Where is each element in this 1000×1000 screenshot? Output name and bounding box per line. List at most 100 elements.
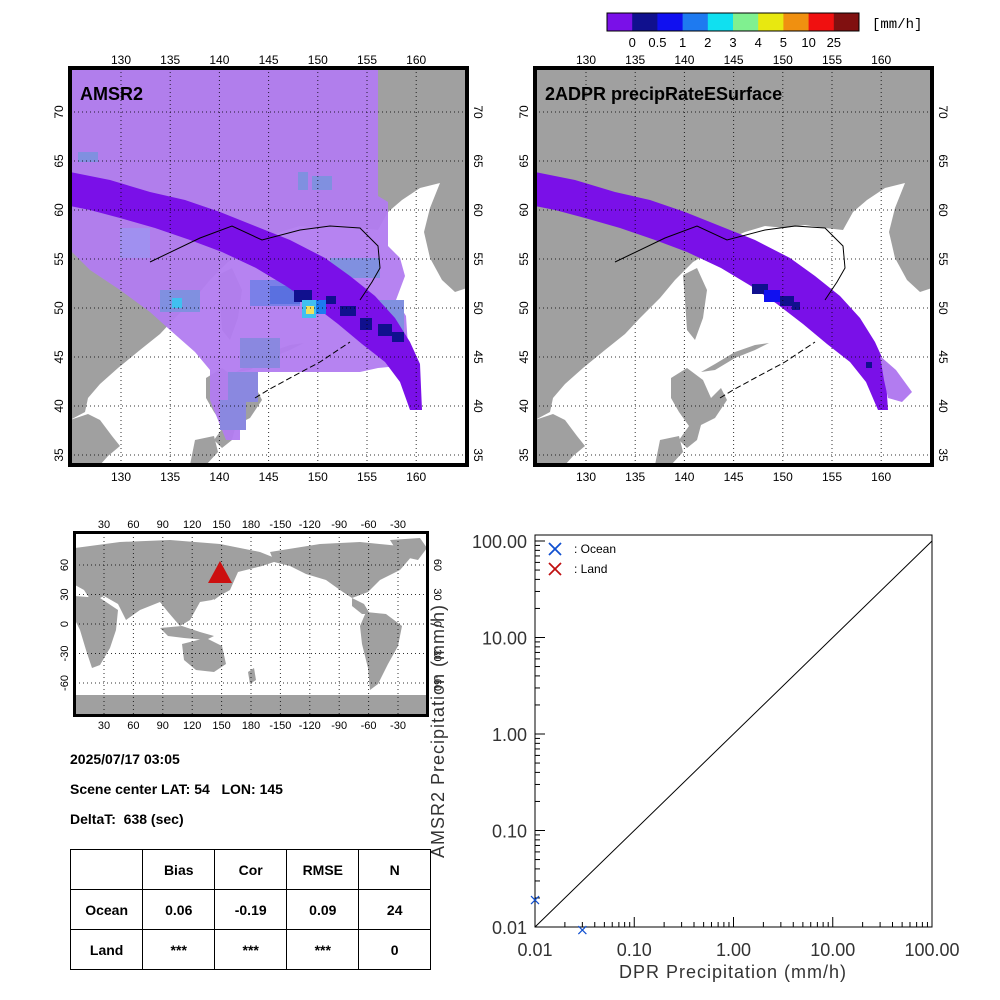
lon-tick-label: 140 [209,53,229,67]
header-cell: RMSE [286,849,360,890]
swath-rain-cells [294,290,404,342]
lon-tick-label: 155 [822,470,842,484]
lat-tick-label: -30 [59,646,71,662]
colorbar-label: 5 [780,35,787,50]
lat-tick-label: 70 [936,105,950,119]
rmse-cell: 0.09 [286,889,360,930]
lon-tick-label: 155 [357,53,377,67]
lon-tick-label: -90 [331,720,347,732]
dpr-map: 2ADPR precipRateESurface 130 130 135 135 140… [517,53,950,484]
lat-tick-label: 60 [52,203,66,217]
lon-tick-label: 30 [98,519,110,531]
legend-label: : Land [574,562,607,576]
lat-tick-label: 40 [471,399,485,413]
dpr-map-title: 2ADPR precipRateESurface [545,84,782,104]
land-masses [535,68,932,465]
stats-row-ocean: Ocean 0.06 -0.19 0.09 24 [69,889,431,930]
lat-tick-label: 40 [52,399,66,413]
lat-tick-label: 60 [936,203,950,217]
row-label: Land [69,929,144,970]
lat-tick-label: 50 [471,301,485,315]
lon-tick-label: 30 [98,720,110,732]
lon-tick-label: 145 [259,53,279,67]
legend-marker-stroke [548,542,562,556]
lat-tick-label: 0 [431,621,443,627]
lat-tick-label: 35 [517,448,531,462]
lat-tick-label: 55 [471,252,485,266]
lon-tick-label: -90 [331,519,347,531]
lon-tick-label: 60 [127,519,139,531]
scene-datetime: 2025/07/17 03:05 [70,751,180,767]
lat-tick-label: 65 [471,154,485,168]
scene-deltat: DeltaT: 638 (sec) [70,811,184,827]
lon-tick-label: 130 [576,53,596,67]
lon-tick-label: 135 [625,470,645,484]
scatter-point-stroke [530,895,540,905]
lat-tick-label: 45 [517,350,531,364]
lon-tick-label: 90 [157,519,169,531]
lon-tick-label: -150 [269,519,291,531]
colorbar-cell [808,13,835,31]
lat-tick-label: 60 [431,559,443,571]
lon-tick-label: 60 [127,720,139,732]
lon-tick-label: 150 [212,519,230,531]
x-tick-label: 0.01 [517,940,552,960]
lon-tick-label: 160 [406,53,426,67]
lat-tick-label: 55 [936,252,950,266]
colorbar-cell [833,13,860,31]
lat-tick-label: 45 [936,350,950,364]
colorbar: 0 0.5 1 2 3 4 5 10 25 [mm/h] [606,12,922,50]
lat-tick-label: 50 [517,301,531,315]
y-tick-label: 1.00 [492,725,527,745]
plot-frame [534,534,933,928]
lon-tick-label: 150 [773,53,793,67]
lon-tick-label: 135 [625,53,645,67]
lon-tick-label: 140 [209,470,229,484]
colorbar-label: 4 [755,35,762,50]
cor-cell: *** [214,929,288,970]
colorbar-label: 0 [629,35,636,50]
header-cell: N [358,849,431,890]
y-tick-label: 10.00 [482,629,527,649]
lon-tick-label: 150 [308,53,328,67]
lon-tick-label: 155 [822,53,842,67]
lon-tick-label: -60 [361,519,377,531]
lon-tick-label: 130 [576,470,596,484]
colorbar-cell [733,13,759,31]
lat-tick-label: 35 [471,448,485,462]
colorbar-cell [607,13,633,31]
colorbar-label: 3 [729,35,736,50]
row-label: Ocean [69,889,144,930]
lat-tick-label: 30 [431,588,443,600]
lat-tick-label: 65 [517,154,531,168]
colorbar-label: 25 [827,35,841,50]
lon-tick-label: 140 [674,470,694,484]
x-tick-label: 0.10 [617,940,652,960]
lat-tick-label: 55 [52,252,66,266]
colorbar-cell [682,13,709,31]
scatter-plot: 0.01 0.10 1.00 10.00 100.00 0.01 0.10 1.00 10.00… [428,532,960,982]
rmse-cell: *** [286,929,360,970]
lon-tick-label: -30 [390,720,406,732]
lon-tick-label: 120 [183,720,201,732]
lon-tick-label: 90 [157,720,169,732]
y-tick-label: 0.10 [492,822,527,842]
legend-marker [548,562,562,576]
lon-tick-label: 150 [212,720,230,732]
lat-tick-label: 35 [52,448,66,462]
lon-tick-label: -120 [299,519,321,531]
lon-tick-label: 160 [871,470,891,484]
amsr2-map: AMSR2 130 130 135 135 140 140 145 145 150 150 155 1… [52,53,485,484]
lon-tick-label: 130 [111,53,131,67]
colorbar-label: 0.5 [648,35,666,50]
x-tick-label: 1.00 [716,940,751,960]
lon-tick-label: -60 [361,720,377,732]
bias-cell: *** [142,929,216,970]
colorbar-cell [707,13,734,31]
lat-tick-label: 0 [59,621,71,627]
lat-tick-label: 65 [936,154,950,168]
y-tick-label: 0.01 [492,918,527,938]
lon-tick-label: 160 [406,470,426,484]
lon-tick-label: 150 [308,470,328,484]
